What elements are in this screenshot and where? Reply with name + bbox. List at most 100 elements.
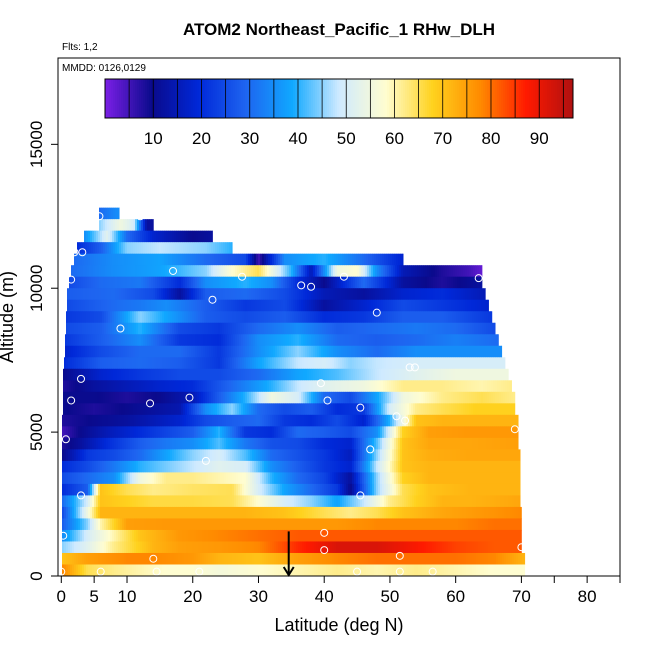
heat-cell [83,299,86,312]
heat-cell [297,368,300,381]
heat-cell [466,357,469,370]
heat-cell [77,288,80,301]
heat-cell [429,265,432,278]
heat-cell [317,391,320,404]
heat-cell [384,322,387,335]
heat-cell [109,345,112,358]
heat-cell [235,265,238,278]
heat-cell [505,380,508,393]
heat-cell [178,311,181,324]
heat-cell [429,380,432,393]
heat-cell [138,437,141,450]
heat-cell [416,322,419,335]
heat-cell [104,322,107,335]
heat-cell [277,345,280,358]
heat-cell [327,288,330,301]
heat-cell [504,472,507,485]
heat-cell [473,334,476,347]
heat-cell [322,253,325,266]
heat-cell [457,380,460,393]
heat-cell [108,322,111,335]
heat-cell [168,460,171,473]
heat-cell [323,265,326,278]
heat-cell [74,322,77,335]
heat-cell [158,483,161,496]
heat-cell [216,426,219,439]
heat-cell [414,472,417,485]
heat-cell [148,495,151,508]
heat-cell [129,380,132,393]
heat-cell [187,368,190,381]
heat-cell [267,403,270,416]
heat-cell [198,483,201,496]
heat-cell [62,449,65,462]
heat-cell [409,391,412,404]
heat-cell [208,322,211,335]
heat-cell [404,437,407,450]
heat-cell [298,437,301,450]
heat-cell [130,322,133,335]
heat-cell [92,437,95,450]
heat-cell [111,368,114,381]
heat-cell [262,449,265,462]
heat-cell [198,230,201,243]
heat-cell [223,288,226,301]
heat-cell [373,403,376,416]
heat-cell [143,391,146,404]
heat-cell [459,288,462,301]
heat-cell [419,368,422,381]
heat-cell [112,322,115,335]
heat-cell [457,334,460,347]
heat-cell [443,334,446,347]
heat-cell [82,311,85,324]
heat-cell [253,380,256,393]
heat-cell [237,265,240,278]
heat-cell [88,449,91,462]
heat-cell [330,357,333,370]
heat-cell [159,334,162,347]
heat-cell [116,449,119,462]
heat-cell [169,391,172,404]
heat-cell [97,380,100,393]
heat-cell [155,368,158,381]
heat-cell [138,230,141,243]
heat-cell [390,472,393,485]
heat-cell [324,357,327,370]
heat-cell [151,403,154,416]
heat-cell [101,391,104,404]
heat-cell [480,322,483,335]
heat-cell [510,460,513,473]
heat-cell [312,483,315,496]
heat-cell [452,414,455,427]
heat-cell [73,265,76,278]
heat-cell [430,311,433,324]
heat-cell [346,357,349,370]
heat-cell [296,322,299,335]
heat-cell [227,334,230,347]
heat-cell [348,483,351,496]
heat-cell [305,276,308,289]
heat-cell [252,322,255,335]
heat-cell [450,414,453,427]
heat-cell [65,345,68,358]
heat-cell [459,368,462,381]
heat-cell [332,449,335,462]
heat-cell [483,345,486,358]
heat-cell [323,403,326,416]
heat-cell [381,288,384,301]
heat-cell [352,449,355,462]
heat-cell [347,334,350,347]
heat-cell [300,437,303,450]
heat-cell [463,265,466,278]
heat-cell [345,276,348,289]
heat-cell [293,380,296,393]
heat-cell [188,495,191,508]
heat-cell [299,345,302,358]
heat-cell [237,334,240,347]
heat-cell [416,357,419,370]
heat-cell [476,449,479,462]
heat-cell [437,276,440,289]
heat-cell [104,414,107,427]
heat-cell [143,242,146,255]
heat-cell [282,460,285,473]
